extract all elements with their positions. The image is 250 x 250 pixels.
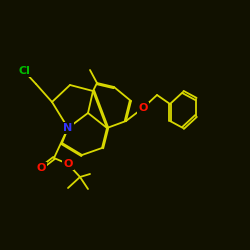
Text: O: O — [36, 163, 46, 173]
Text: O: O — [138, 103, 148, 113]
Text: O: O — [63, 159, 73, 169]
Text: N: N — [64, 123, 72, 133]
Text: Cl: Cl — [18, 66, 30, 76]
